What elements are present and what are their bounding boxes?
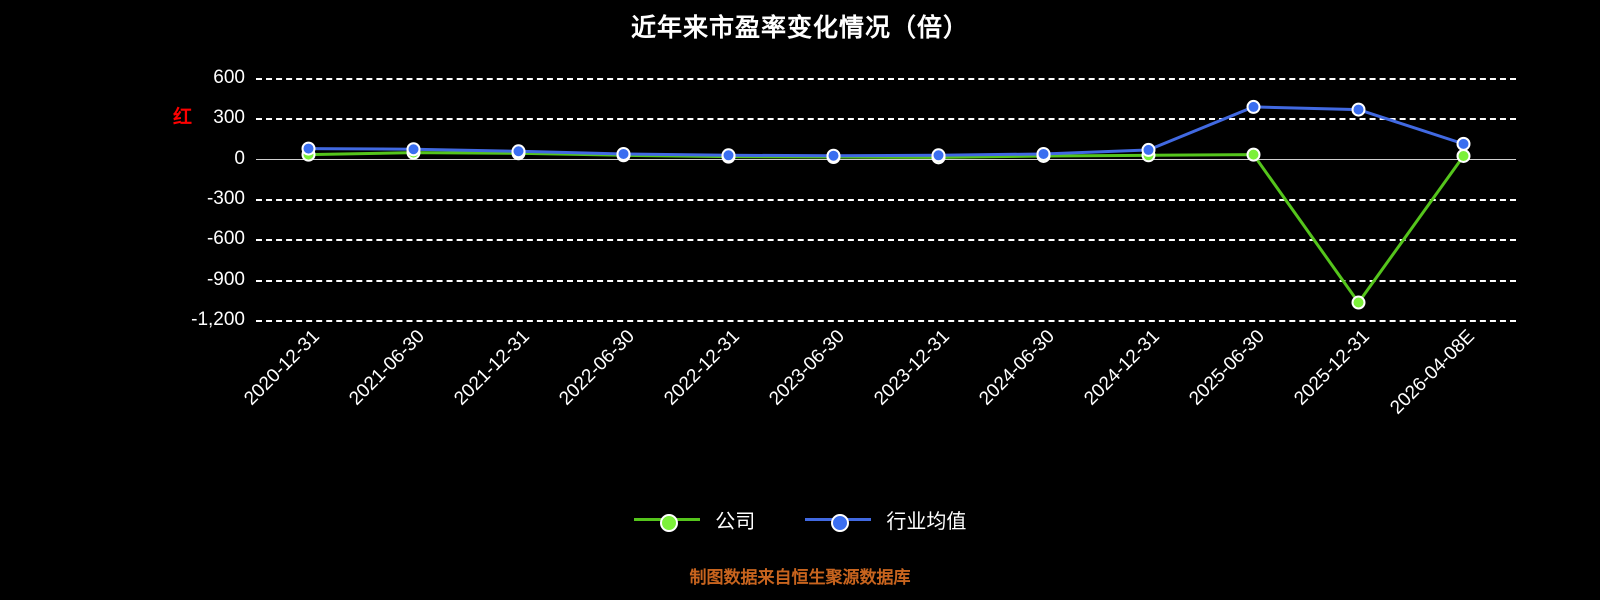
y-tick-label: 300 xyxy=(213,107,245,129)
gridline xyxy=(256,279,1516,282)
zero-axis-line xyxy=(256,158,1516,160)
data-point-marker xyxy=(721,148,736,163)
footer-note: 制图数据来自恒生聚源数据库 xyxy=(689,568,911,587)
y-tick-label: -300 xyxy=(206,188,245,209)
y-tick-label: -600 xyxy=(206,228,245,250)
legend-item-industry-average: 行业均值 xyxy=(804,505,967,534)
y-tick-label: 600 xyxy=(213,67,245,88)
red-annotation-mark: 红 xyxy=(173,107,193,128)
data-point-marker xyxy=(1246,147,1261,162)
chart-title: 近年来市盈率变化情况（倍） xyxy=(630,14,969,42)
gridline xyxy=(256,199,1516,201)
data-point-marker xyxy=(1456,148,1471,163)
data-point-marker xyxy=(1246,99,1261,114)
chart-legend: 公司 行业均值 xyxy=(0,505,1600,534)
y-tick-label: -1,200 xyxy=(191,309,245,330)
series-lines xyxy=(301,99,1471,310)
legend-dot-icon xyxy=(659,514,678,532)
gridline xyxy=(256,320,1516,322)
legend-label: 公司 xyxy=(715,511,756,533)
legend-item-company: 公司 xyxy=(633,505,756,534)
data-point-marker xyxy=(1351,102,1366,117)
plot-area xyxy=(256,78,1516,322)
legend-line-icon xyxy=(804,514,871,532)
y-tick-label: 0 xyxy=(234,147,245,169)
data-point-marker xyxy=(511,144,526,159)
y-tick-label: -900 xyxy=(206,268,245,290)
gridline xyxy=(256,239,1516,242)
data-point-marker xyxy=(1351,295,1366,310)
gridline xyxy=(256,118,1516,121)
gridline xyxy=(256,78,1516,80)
legend-dot-icon xyxy=(830,514,849,532)
data-point-marker xyxy=(1456,136,1471,151)
data-point-marker xyxy=(406,142,421,157)
y-axis-labels: 600 300 0 -300 -600 -900 -1,200 xyxy=(100,67,246,330)
series-line xyxy=(308,105,1464,158)
data-point-marker xyxy=(826,148,841,163)
data-point-marker xyxy=(616,146,631,161)
series-line xyxy=(308,151,1465,306)
data-point-marker xyxy=(301,141,316,156)
data-point-marker xyxy=(1141,142,1156,157)
x-axis-labels: 2020-12-31 2021-06-30 2021-12-31 2022-06-30… xyxy=(240,326,1516,466)
legend-label: 行业均值 xyxy=(886,511,967,533)
legend-line-icon xyxy=(633,514,700,532)
data-point-marker xyxy=(931,148,946,163)
data-point-marker xyxy=(1036,146,1051,161)
